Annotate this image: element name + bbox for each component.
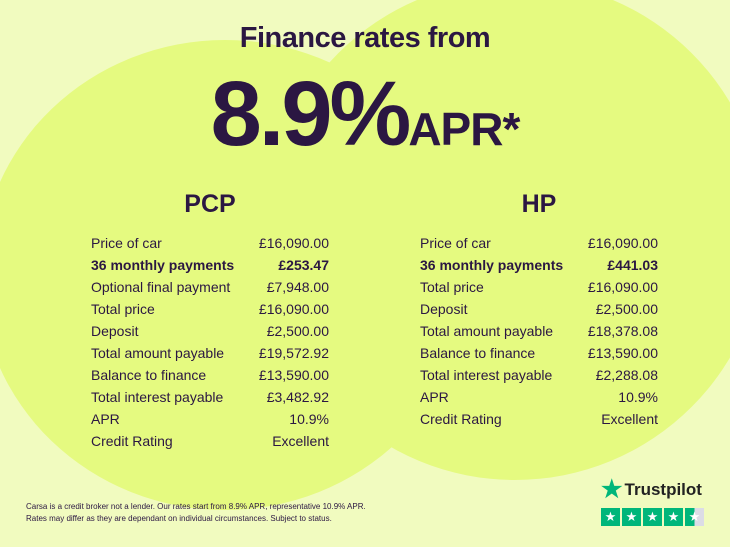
hp-row: Price of car £16,090.00 [420, 232, 658, 254]
row-label: Total interest payable [91, 389, 224, 405]
row-value: £16,090.00 [258, 235, 329, 251]
hp-row: APR 10.9% [420, 386, 658, 408]
row-label: Total amount payable [91, 345, 225, 361]
hp-row: 36 monthly payments £441.03 [420, 254, 658, 276]
pcp-row: APR 10.9% [91, 408, 329, 430]
pcp-row: Total amount payable £19,572.92 [91, 342, 329, 364]
row-label: Total price [91, 301, 155, 317]
rating-half-star-icon: ★ [685, 508, 704, 526]
row-label: Deposit [420, 301, 468, 317]
pcp-row: Optional final payment £7,948.00 [91, 276, 329, 298]
row-label: Total price [420, 279, 484, 295]
row-value: £7,948.00 [266, 279, 329, 295]
row-value: £3,482.92 [266, 389, 329, 405]
row-value: £16,090.00 [587, 235, 658, 251]
pcp-table: PCP Price of car £16,090.00 36 monthly pay… [91, 190, 329, 452]
hp-title: HP [521, 190, 557, 218]
row-value: £2,500.00 [266, 323, 329, 339]
pcp-row: Balance to finance £13,590.00 [91, 364, 329, 386]
hp-row: Deposit £2,500.00 [420, 298, 658, 320]
decorative-circle-right [265, 0, 730, 480]
hp-row: Total amount payable £18,378.08 [420, 320, 658, 342]
pcp-row: Deposit £2,500.00 [91, 320, 329, 342]
pcp-row: Price of car £16,090.00 [91, 232, 329, 254]
rate-value: 8.9% [210, 63, 412, 165]
row-label: 36 monthly payments [420, 257, 564, 273]
pcp-row: Credit Rating Excellent [91, 430, 329, 452]
rating-star-icon: ★ [664, 508, 683, 526]
row-value: 10.9% [618, 389, 658, 405]
row-label: Optional final payment [91, 279, 231, 295]
disclaimer-line-2: Rates may differ as they are dependant o… [26, 514, 332, 523]
row-label: Credit Rating [420, 411, 502, 427]
row-value: 10.9% [289, 411, 329, 427]
trustpilot-badge: ★ Trustpilot ★ ★ ★ ★ ★ [601, 475, 704, 526]
pcp-row: Total interest payable £3,482.92 [91, 386, 329, 408]
row-value: £18,378.08 [587, 323, 658, 339]
rating-star-icon: ★ [622, 508, 641, 526]
disclaimer: Carsa is a credit broker not a lender. O… [26, 501, 366, 525]
headline: Finance rates from [239, 22, 491, 54]
rate-suffix: APR* [408, 103, 520, 155]
pcp-title: PCP [184, 190, 236, 218]
row-value: Excellent [601, 411, 658, 427]
hp-row: Balance to finance £13,590.00 [420, 342, 658, 364]
hp-table: HP Price of car £16,090.00 36 monthly paym… [420, 190, 658, 430]
pcp-row: Total price £16,090.00 [91, 298, 329, 320]
row-label: Price of car [420, 235, 491, 251]
row-value: £19,572.92 [258, 345, 329, 361]
trustpilot-rating: ★ ★ ★ ★ ★ [601, 508, 704, 526]
disclaimer-line-1: Carsa is a credit broker not a lender. O… [26, 502, 366, 511]
hp-row: Total interest payable £2,288.08 [420, 364, 658, 386]
row-label: Total interest payable [420, 367, 553, 383]
rate-display: 8.9%APR* [0, 62, 730, 167]
row-label: Deposit [91, 323, 139, 339]
rating-star-icon: ★ [601, 508, 620, 526]
star-icon: ★ [601, 476, 623, 503]
row-label: Balance to finance [420, 345, 536, 361]
row-value: £253.47 [278, 257, 329, 273]
row-value: £13,590.00 [587, 345, 658, 361]
row-label: Credit Rating [91, 433, 173, 449]
row-label: Price of car [91, 235, 162, 251]
row-value: £13,590.00 [258, 367, 329, 383]
row-value: £16,090.00 [587, 279, 658, 295]
row-value: £2,288.08 [595, 367, 658, 383]
row-value: £16,090.00 [258, 301, 329, 317]
row-value: Excellent [272, 433, 329, 449]
row-label: 36 monthly payments [91, 257, 235, 273]
row-label: APR [91, 411, 120, 427]
row-label: Balance to finance [91, 367, 207, 383]
row-label: Total amount payable [420, 323, 554, 339]
row-label: APR [420, 389, 449, 405]
pcp-row: 36 monthly payments £253.47 [91, 254, 329, 276]
row-value: £441.03 [607, 257, 658, 273]
trustpilot-name: Trustpilot [624, 479, 702, 499]
row-value: £2,500.00 [595, 301, 658, 317]
hp-row: Total price £16,090.00 [420, 276, 658, 298]
hp-row: Credit Rating Excellent [420, 408, 658, 430]
rating-star-icon: ★ [643, 508, 662, 526]
